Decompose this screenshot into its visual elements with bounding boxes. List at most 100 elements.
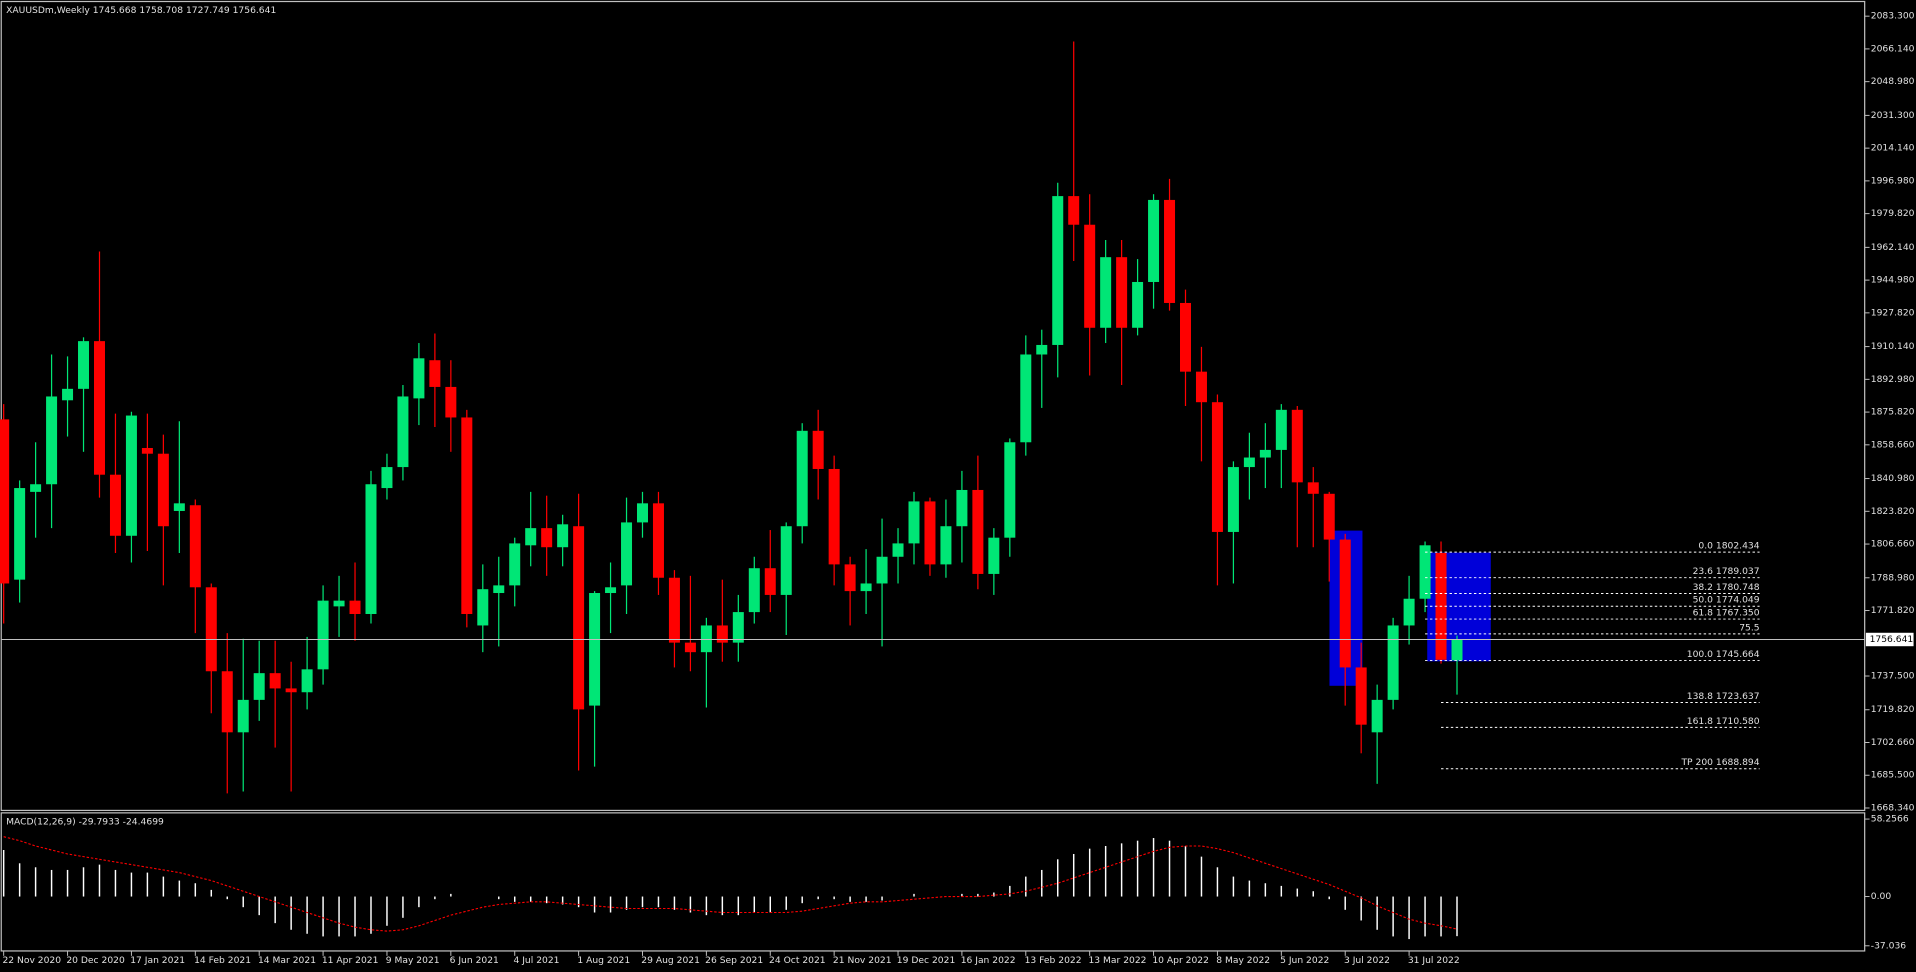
y-tick-label: 1719.820 [1871, 704, 1915, 715]
candle-body [333, 600, 345, 607]
x-tick-label: 14 Mar 2021 [258, 955, 316, 966]
x-tick-label: 16 Jan 2022 [961, 955, 1016, 966]
candle-body [301, 669, 313, 693]
candle-body [1323, 493, 1335, 540]
candle-body [892, 543, 904, 557]
candle-body [125, 415, 137, 536]
x-tick-label: 4 Jul 2021 [514, 955, 560, 966]
candle-body [700, 625, 712, 653]
x-tick-label: 24 Oct 2021 [769, 955, 826, 966]
candle-body [924, 501, 936, 565]
y-tick-label: 1979.820 [1871, 208, 1915, 219]
chart-header: XAUUSDm,Weekly 1745.668 1758.708 1727.74… [6, 5, 276, 16]
macd-values-current: -29.7933 [79, 816, 120, 827]
candle-body [1259, 449, 1271, 458]
macd-panel [0, 812, 1866, 952]
candle-body [748, 568, 760, 613]
header-high: 1758.708 [139, 5, 183, 16]
candle-body [1004, 442, 1016, 538]
candle-body [141, 447, 153, 454]
fib-label: TP 200 1688.894 [1680, 757, 1759, 768]
candle-body [509, 543, 521, 586]
x-tick-label: 6 Jun 2021 [450, 955, 499, 966]
candle-body [988, 537, 1000, 574]
y-tick-label: 2048.980 [1871, 76, 1915, 87]
x-tick-label: 13 Mar 2022 [1088, 955, 1146, 966]
candle-body [317, 600, 329, 670]
macd-title: MACD(12,26,9) [6, 816, 76, 827]
x-tick-label: 22 Nov 2020 [2, 955, 61, 966]
candle-body [349, 600, 361, 615]
y-tick-label: 1927.820 [1871, 307, 1915, 318]
candle-body [1020, 354, 1032, 443]
macd-signal-current: -24.4699 [123, 816, 164, 827]
fib-label: 61.8 1767.350 [1693, 607, 1760, 618]
candle-body [1387, 625, 1399, 700]
y-tick-label: 2014.140 [1871, 143, 1915, 154]
candle-body [1227, 467, 1239, 532]
x-tick-label: 1 Aug 2021 [577, 955, 630, 966]
y-tick-label: 1823.820 [1871, 506, 1915, 517]
candle-body [0, 419, 10, 584]
candle-body [365, 484, 377, 615]
candle-body [844, 564, 856, 592]
x-tick-label: 11 Apr 2021 [322, 955, 379, 966]
candle-body [269, 673, 281, 689]
candle-body [796, 430, 808, 527]
y-tick-label: 1910.140 [1871, 341, 1915, 352]
symbol: XAUUSDm,Weekly [6, 5, 90, 16]
macd-header: MACD(12,26,9) -29.7933 -24.4699 [6, 816, 164, 827]
y-tick-label: 1668.340 [1871, 802, 1915, 813]
x-tick-label: 20 Dec 2020 [66, 955, 125, 966]
y-tick-label: 2083.300 [1871, 11, 1915, 22]
fib-label: 50.0 1774.049 [1693, 595, 1760, 606]
candle-body [780, 526, 792, 595]
candle-body [477, 589, 489, 626]
x-tick-label: 9 May 2021 [386, 955, 440, 966]
candle-body [541, 528, 553, 548]
candle-body [1164, 199, 1176, 303]
candle-body [652, 503, 664, 578]
fib-label: 38.2 1780.748 [1693, 582, 1760, 593]
candle-body [732, 612, 744, 643]
x-tick-label: 5 Jun 2022 [1280, 955, 1329, 966]
candle-body [173, 503, 185, 511]
candle-body [445, 386, 457, 418]
candle-body [573, 526, 585, 710]
candle-body [557, 524, 569, 548]
candle-body [1243, 457, 1255, 468]
candle-body [684, 642, 696, 653]
candle-body [285, 688, 297, 693]
candle-body [157, 453, 169, 527]
candle-body [764, 568, 776, 595]
candle-body [605, 587, 617, 594]
candle-body [1371, 699, 1383, 733]
candle-body [1419, 545, 1431, 599]
y-tick-label: 58.2566 [1871, 814, 1909, 825]
candle-body [1339, 539, 1351, 668]
x-tick-label: 26 Sep 2021 [705, 955, 763, 966]
candle-body [413, 358, 425, 399]
fib-label: 23.6 1789.037 [1693, 566, 1760, 577]
candle-body [621, 522, 633, 586]
candle-body [1307, 482, 1319, 494]
candle-body [956, 489, 968, 527]
fib-label: 100.0 1745.664 [1687, 649, 1760, 660]
candle-body [860, 583, 872, 592]
candle-body [1052, 196, 1064, 345]
candle-body [972, 489, 984, 574]
candle-body [1291, 409, 1303, 483]
candle-body [1403, 598, 1415, 626]
candle-body [876, 556, 888, 584]
header-open: 1745.668 [93, 5, 137, 16]
y-tick-label: 1944.980 [1871, 275, 1915, 286]
x-tick-label: 8 May 2022 [1216, 955, 1270, 966]
candle-body [1180, 302, 1191, 372]
candle-body [397, 396, 409, 468]
candle-body [14, 488, 26, 580]
candle-body [940, 526, 952, 565]
candle-body [381, 467, 393, 489]
fib-label: 161.8 1710.580 [1687, 716, 1760, 727]
y-tick-label: 0.00 [1871, 891, 1892, 902]
